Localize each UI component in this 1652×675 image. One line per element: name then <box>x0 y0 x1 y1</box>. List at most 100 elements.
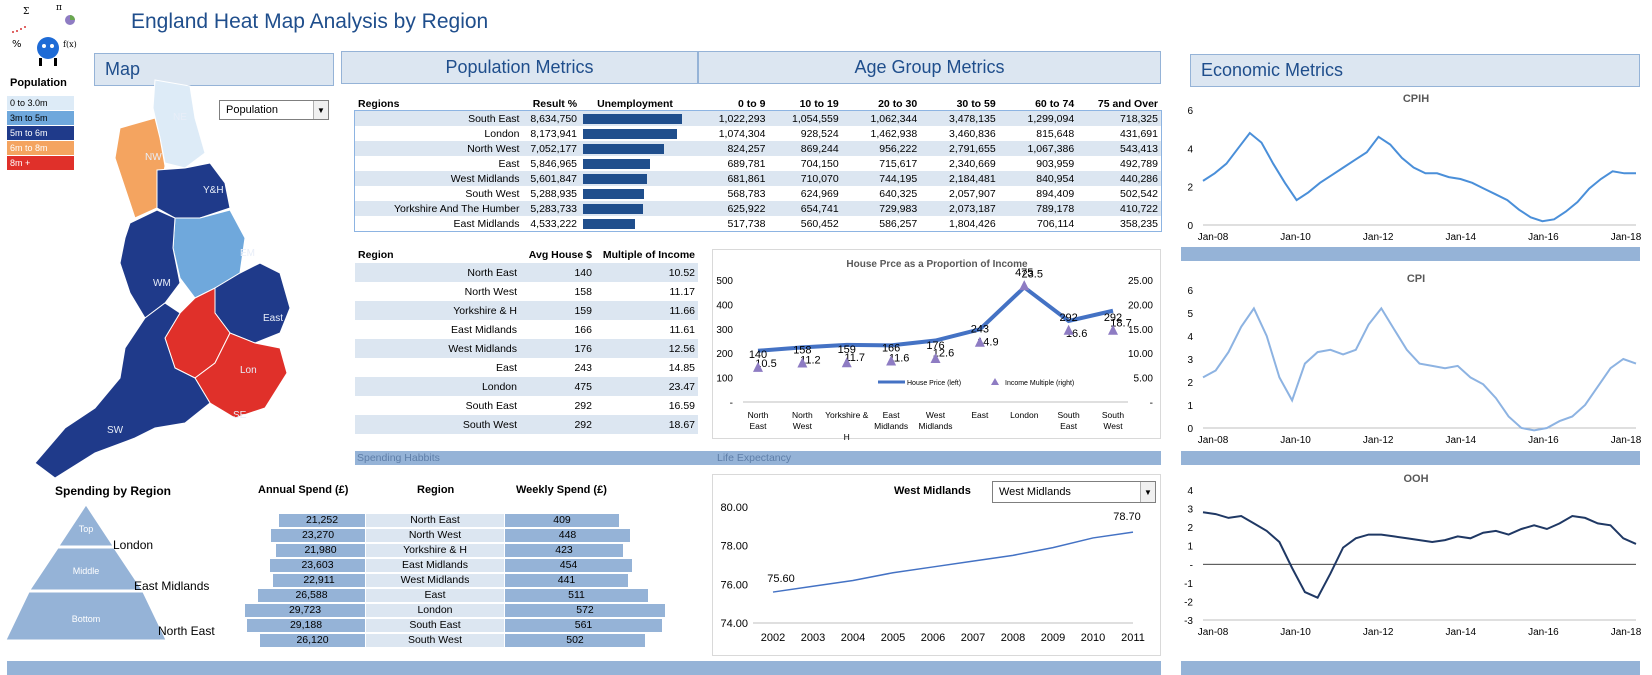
avg-house-cell: 159 <box>520 301 595 320</box>
map-label: NW <box>145 152 162 163</box>
svg-text:f(x): f(x) <box>63 40 77 49</box>
x-tick: 2002 <box>761 632 785 644</box>
house-price-point <box>974 336 985 347</box>
section-map: Map <box>94 53 334 86</box>
pop-col-header: 20 to 30 <box>878 97 918 110</box>
unemployment-bar <box>583 113 683 124</box>
section-age-label: Age Group Metrics <box>854 57 1005 77</box>
y-tick: -3 <box>1184 616 1193 627</box>
y-tick: 500 <box>716 276 733 287</box>
result-cell: 8,173,941 <box>530 127 578 140</box>
x-tick: 2011 <box>1121 632 1145 644</box>
cpih-chart: CPIH 6 4 2 0 Jan-08 Jan-10 Jan-12 Jan-14 Jan-16 Ja… <box>1187 93 1641 243</box>
region-cell: South East <box>355 111 523 126</box>
annual-spend-bar: 26,588 <box>258 589 365 602</box>
spend-region: South East <box>366 619 504 632</box>
x-tick: Jan-12 <box>1363 627 1394 638</box>
x-tick: Jan-14 <box>1446 627 1477 638</box>
house-price-point <box>753 361 763 372</box>
region-yh[interactable] <box>156 162 231 219</box>
region-cell: Yorkshire & H <box>355 301 520 320</box>
band-life: Life Expectancy <box>715 451 1161 465</box>
pyramid-middle-label: East Midlands <box>134 579 210 593</box>
section-map-label: Map <box>105 59 141 79</box>
region-cell: North West <box>355 141 523 156</box>
x-tick: Jan-12 <box>1363 435 1394 446</box>
age-cell: 704,150 <box>800 157 839 170</box>
age-cell: 681,861 <box>689 171 769 186</box>
table-row: North West 158 11.17 <box>355 282 698 301</box>
age-cell: 586,257 <box>879 217 918 230</box>
multiple-cell: 23.47 <box>595 377 698 396</box>
age-cell: 640,325 <box>879 187 918 200</box>
x-tick: East <box>971 410 989 420</box>
unemployment-cell <box>580 141 690 156</box>
region-cell: West Midlands <box>355 339 520 358</box>
annual-spend-bar: 21,980 <box>276 544 365 557</box>
unemployment-bar <box>583 158 651 169</box>
pop-col-header: Result % <box>532 97 578 110</box>
avg-house-cell: 292 <box>574 399 592 412</box>
legend-item: 8m + <box>7 156 74 170</box>
weekly-spend-header: Weekly Spend (£) <box>516 484 607 496</box>
x-tick: South <box>1058 410 1080 420</box>
england-map[interactable]: NE NW Y&H EM WM East Lon SE SW <box>25 78 300 493</box>
map-label: Y&H <box>203 185 224 196</box>
series-line <box>1202 511 1637 599</box>
y-tick: 100 <box>716 374 733 385</box>
section-economic-label: Economic Metrics <box>1201 60 1344 80</box>
x-tick: 2008 <box>1001 632 1025 644</box>
unemployment-cell <box>580 216 690 231</box>
x-tick: 2010 <box>1081 632 1105 644</box>
x-tick: East <box>1060 421 1078 431</box>
life-expectancy-line <box>772 531 1134 593</box>
svg-text:%: % <box>12 39 22 50</box>
unemployment-cell <box>580 201 690 216</box>
region-cell: South West <box>465 187 520 200</box>
legend-title: Population <box>10 77 67 89</box>
unemployment-bar <box>583 218 635 229</box>
pyramid-top: Top <box>79 524 94 534</box>
region-cell: East Midlands <box>453 217 520 230</box>
annual-spend-bar: 23,270 <box>271 529 365 542</box>
weekly-spend-bar: 561 <box>505 619 662 632</box>
svg-text:Σ: Σ <box>23 7 29 17</box>
life-expectancy-chart: 80.00 78.00 76.00 74.00 2002 2003 2004 2005 2006… <box>712 474 1161 656</box>
region-cell: Yorkshire And The Humber <box>355 201 523 216</box>
house-price-point <box>797 357 808 368</box>
map-label: SW <box>107 425 124 436</box>
life-region-dropdown-value: West Midlands <box>999 486 1071 498</box>
table-row: North East 140 10.52 <box>355 263 698 282</box>
region-wm[interactable] <box>119 209 181 319</box>
y-tick: 0 <box>1187 424 1193 435</box>
table-row: West Midlands 176 12.56 <box>355 339 698 358</box>
house-price-label: 176 <box>926 340 944 352</box>
chevron-down-icon[interactable]: ▼ <box>1140 482 1155 502</box>
chevron-down-icon[interactable]: ▼ <box>313 101 328 119</box>
house-col-header: Region <box>358 249 394 261</box>
multiple-cell: 14.85 <box>668 361 695 374</box>
multiple-label: 12.6 <box>933 348 954 360</box>
y-tick: -1 <box>1184 579 1193 590</box>
metric-dropdown[interactable]: Population ▼ <box>219 100 329 120</box>
y-tick: 6 <box>1187 106 1193 117</box>
region-cell: East <box>495 361 517 374</box>
house-price-chart: House Prce as a Proportion of Income 500 4… <box>712 249 1161 442</box>
age-cell: 744,195 <box>841 171 921 186</box>
age-cell: 410,722 <box>1077 201 1161 216</box>
annual-spend-bar: 22,911 <box>273 574 365 587</box>
x-tick: Jan-08 <box>1198 627 1229 638</box>
population-table: Regions Result % Unemployment 0 to 9 10 to 1… <box>354 96 1162 232</box>
age-cell: 1,462,938 <box>870 127 918 140</box>
house-price-point <box>930 353 941 364</box>
region-header: Region <box>417 484 455 496</box>
weekly-spend-bar: 441 <box>505 574 628 587</box>
x-tick: 2003 <box>801 632 825 644</box>
avg-house-cell: 475 <box>520 377 595 396</box>
age-cell: 358,235 <box>1120 217 1158 230</box>
x-tick: West <box>1103 421 1123 431</box>
region-sw[interactable] <box>34 302 211 479</box>
life-region-dropdown[interactable]: West Midlands ▼ <box>992 481 1156 503</box>
spend-region: South West <box>366 634 504 647</box>
x-tick: Jan-14 <box>1446 232 1477 243</box>
